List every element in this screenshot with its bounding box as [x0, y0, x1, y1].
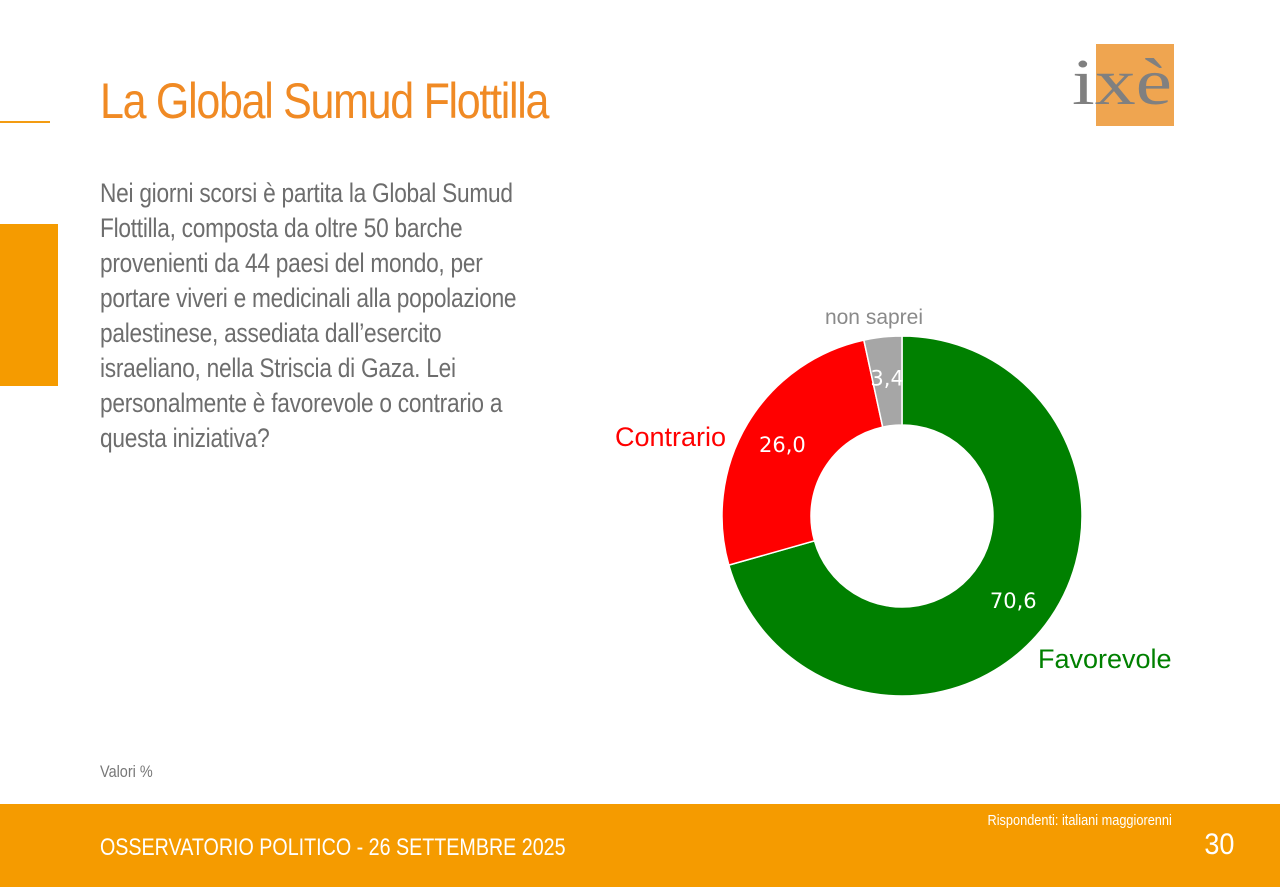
value-label-favorevole: 70,6 [990, 589, 1037, 613]
accent-line [0, 121, 50, 123]
values-footnote: Valori % [100, 762, 153, 781]
category-label-favorevole: Favorevole [1038, 644, 1172, 674]
footer-bar: OSSERVATORIO POLITICO - 26 SETTEMBRE 202… [0, 804, 1280, 887]
side-accent-bar [0, 224, 58, 386]
logo-text: ixè [1072, 46, 1172, 119]
page-number: 30 [1203, 828, 1234, 861]
category-label-non-saprei: non saprei [825, 306, 923, 329]
footer-title: OSSERVATORIO POLITICO - 26 SETTEMBRE 202… [100, 834, 566, 861]
ixe-logo: ixè [1072, 44, 1174, 126]
survey-question: Nei giorni scorsi è partita la Global Su… [100, 178, 517, 453]
donut-chart: 70,6 Favorevole 26,0 Contrario 3,4 non saprei [615, 306, 1172, 697]
respondents-note: Rispondenti: italiani maggiorenni [987, 812, 1172, 829]
value-label-non-saprei: 3,4 [870, 366, 903, 390]
slice-favorevole [727, 335, 1083, 697]
slice-contrario [721, 339, 884, 567]
category-label-contrario: Contrario [615, 422, 726, 452]
slice-non-saprei [862, 335, 903, 428]
page-title: La Global Sumud Flottilla [100, 73, 549, 129]
value-label-contrario: 26,0 [759, 433, 806, 457]
